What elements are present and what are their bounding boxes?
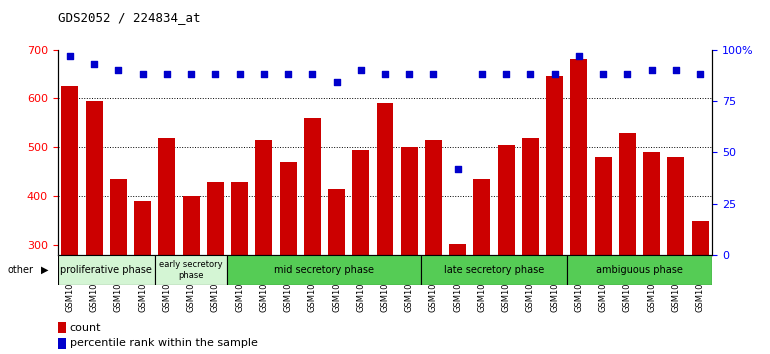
- Text: proliferative phase: proliferative phase: [60, 265, 152, 275]
- Bar: [58, 255, 155, 285]
- Bar: [400, 147, 417, 255]
- Point: [403, 72, 415, 77]
- Bar: [425, 140, 442, 255]
- Point: [258, 72, 270, 77]
- Bar: [207, 182, 224, 255]
- Point: [185, 72, 197, 77]
- Text: count: count: [69, 322, 101, 332]
- Bar: [256, 140, 273, 255]
- Point: [573, 53, 585, 58]
- Point: [136, 72, 149, 77]
- Bar: [155, 255, 227, 285]
- Text: other: other: [8, 265, 34, 275]
- Point: [330, 80, 343, 85]
- Point: [88, 61, 100, 67]
- Point: [64, 53, 76, 58]
- Point: [500, 72, 512, 77]
- Bar: [421, 255, 567, 285]
- Bar: [159, 138, 176, 255]
- Bar: [62, 86, 79, 255]
- Bar: [134, 201, 151, 255]
- Point: [209, 72, 222, 77]
- Point: [306, 72, 319, 77]
- Point: [670, 67, 682, 73]
- Bar: [546, 76, 563, 255]
- Point: [282, 72, 294, 77]
- Point: [621, 72, 634, 77]
- Point: [112, 67, 125, 73]
- Text: early secretory
phase: early secretory phase: [159, 260, 223, 280]
- Bar: [594, 157, 611, 255]
- Bar: [497, 145, 514, 255]
- Bar: [328, 189, 345, 255]
- Point: [451, 166, 464, 171]
- Point: [597, 72, 609, 77]
- Bar: [58, 338, 65, 349]
- Bar: [353, 150, 370, 255]
- Bar: [304, 118, 321, 255]
- Point: [548, 72, 561, 77]
- Text: ambiguous phase: ambiguous phase: [596, 265, 683, 275]
- Text: ▶: ▶: [41, 265, 49, 275]
- Bar: [571, 59, 588, 255]
- Bar: [85, 101, 102, 255]
- Point: [161, 72, 173, 77]
- Point: [645, 67, 658, 73]
- Point: [476, 72, 488, 77]
- Bar: [449, 244, 466, 255]
- Bar: [182, 196, 199, 255]
- Point: [233, 72, 246, 77]
- Bar: [643, 152, 660, 255]
- Bar: [227, 255, 421, 285]
- Bar: [280, 162, 296, 255]
- Bar: [110, 179, 127, 255]
- Bar: [474, 179, 490, 255]
- Bar: [377, 103, 393, 255]
- Point: [524, 72, 537, 77]
- Bar: [691, 221, 708, 255]
- Bar: [567, 255, 712, 285]
- Text: percentile rank within the sample: percentile rank within the sample: [69, 338, 257, 348]
- Bar: [619, 133, 636, 255]
- Text: GDS2052 / 224834_at: GDS2052 / 224834_at: [58, 11, 200, 24]
- Bar: [58, 322, 65, 333]
- Point: [694, 72, 706, 77]
- Text: mid secretory phase: mid secretory phase: [274, 265, 374, 275]
- Bar: [231, 182, 248, 255]
- Point: [355, 67, 367, 73]
- Text: late secretory phase: late secretory phase: [444, 265, 544, 275]
- Bar: [668, 157, 685, 255]
- Point: [379, 72, 391, 77]
- Point: [427, 72, 440, 77]
- Bar: [522, 138, 539, 255]
